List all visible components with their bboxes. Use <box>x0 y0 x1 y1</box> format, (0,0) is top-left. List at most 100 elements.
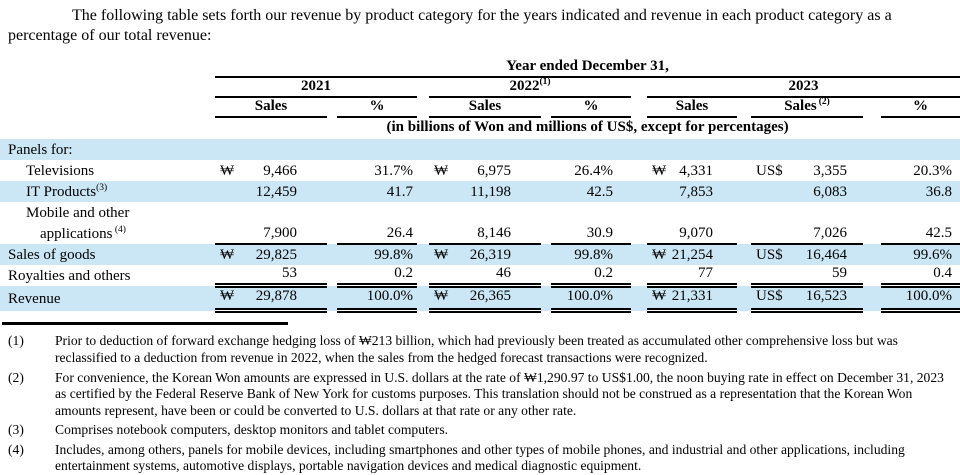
col-header-sales-2023: Sales <box>647 96 737 118</box>
usd-sign: US$ <box>756 162 783 179</box>
pct-2023-cell: 100.0% <box>881 285 960 314</box>
row-label: Sales of goods <box>0 243 215 265</box>
footnote-2: (2) For convenience, the Korean Won amou… <box>8 370 950 420</box>
pct-2023-cell: 0.4 <box>881 264 960 289</box>
sales-2022-cell: ₩6,975 <box>434 162 511 179</box>
col-header-sales-usd-2023: Sales (2) <box>751 96 863 118</box>
sales-2021-cell: 7,900 <box>215 222 327 245</box>
row-label: Royalties and others <box>8 267 131 284</box>
row-label: Mobile and other <box>26 204 130 221</box>
table-spanner: Year ended December 31, <box>215 56 960 78</box>
sales-2023-cell: 9,070 <box>647 222 737 245</box>
won-sign: ₩ <box>220 162 235 179</box>
won-sign: ₩ <box>220 246 235 263</box>
footnote-1: (1) Prior to deduction of forward exchan… <box>8 333 950 366</box>
sales-2022-cell: 46 <box>429 264 541 289</box>
footnote-number: (3) <box>8 422 24 438</box>
sales-2023-cell: 7,853 <box>647 180 737 202</box>
unit-note: (in billions of Won and millions of US$,… <box>386 118 789 135</box>
spanner-row: Year ended December 31, <box>0 56 960 78</box>
pct-2021-cell: 31.7% <box>374 162 413 179</box>
sales-usd-2023-cell: 6,083 <box>751 180 863 202</box>
table-row-applications: applications (4) 7,900 26.4 8,146 30.9 9… <box>0 222 960 245</box>
pct-2022-cell: 30.9 <box>551 222 631 245</box>
sales-2023-cell: 77 <box>647 264 737 289</box>
sales-2022-cell: 11,198 <box>429 180 541 202</box>
row-label: Panels for: <box>0 138 215 160</box>
won-sign: ₩ <box>652 162 667 179</box>
sales-2023-cell: ₩21,254 <box>647 243 737 265</box>
col-header-pct-2022: % <box>551 96 631 118</box>
year-header-2022: 2022(1) <box>429 76 631 98</box>
table-row-panels-for: Panels for: <box>0 138 960 160</box>
row-label: IT Products(3) <box>0 180 215 202</box>
row-label: Revenue <box>0 285 215 311</box>
pct-2021-cell: 100.0% <box>337 285 417 314</box>
footnote-ref: (1) <box>539 76 551 87</box>
pct-2021-cell: 41.7 <box>337 180 417 202</box>
usd-sign: US$ <box>756 288 783 305</box>
won-sign: ₩ <box>652 288 667 305</box>
usd-sign: US$ <box>756 246 783 263</box>
table-row-royalties: Royalties and others 53 0.2 46 0.2 77 59… <box>0 264 960 289</box>
footnote-number: (2) <box>8 369 24 385</box>
sales-usd-2023-cell: US$ 3,355 <box>756 162 847 179</box>
pct-2022-cell: 26.4% <box>574 162 613 179</box>
col-header-pct-2021: % <box>337 96 417 118</box>
sales-2023-cell: ₩4,331 <box>652 162 713 179</box>
footnote-number: (4) <box>8 441 24 457</box>
pct-2022-cell: 100.0% <box>551 285 631 314</box>
won-sign: ₩ <box>434 288 449 305</box>
col-header-sales-2021: Sales <box>215 96 327 118</box>
won-sign: ₩ <box>434 246 449 263</box>
row-label: Televisions <box>26 162 95 179</box>
pct-2021-cell: 99.8% <box>337 243 417 265</box>
table-row-it-products: IT Products(3) 12,459 41.7 11,198 42.5 7… <box>0 180 960 202</box>
sales-2021-cell: ₩29,878 <box>215 285 327 314</box>
pct-2022-cell: 0.2 <box>551 264 631 289</box>
pct-2023-cell: 20.3% <box>913 162 953 179</box>
footnote-ref: (4) <box>112 224 126 235</box>
pct-2021-cell: 0.2 <box>337 264 417 289</box>
row-label: applications (4) <box>40 224 126 242</box>
sales-2021-cell: ₩29,825 <box>215 243 327 265</box>
pct-2022-cell: 42.5 <box>551 180 631 202</box>
footnote-ref: (2) <box>818 96 830 107</box>
pct-2023-cell: 99.6% <box>881 243 960 265</box>
won-sign: ₩ <box>434 162 449 179</box>
sales-usd-2023-cell: US$ 16,523 <box>751 285 863 314</box>
footnote-number: (1) <box>8 333 24 349</box>
sales-2023-cell: ₩21,331 <box>647 285 737 314</box>
sales-usd-2023-cell: 59 <box>751 264 863 289</box>
pct-2023-cell: 36.8 <box>881 180 960 202</box>
year-header-row: 2021 2022(1) 2023 <box>0 76 960 98</box>
pct-2022-cell: 99.8% <box>551 243 631 265</box>
table-row-mobile-label: Mobile and other <box>0 202 960 223</box>
footnote-text: Comprises notebook computers, desktop mo… <box>55 422 449 438</box>
table-row-sales-of-goods: Sales of goods ₩29,825 99.8% ₩26,319 99.… <box>0 243 960 265</box>
revenue-by-category-table: Year ended December 31, 2021 2022(1) 202… <box>0 56 960 314</box>
footnote-ref: (3) <box>96 182 108 193</box>
sales-2021-cell: 12,459 <box>215 180 327 202</box>
sales-2021-cell: 53 <box>215 264 327 289</box>
sales-2021-cell: ₩9,466 <box>220 162 297 179</box>
col-header-sales-2022: Sales <box>429 96 541 118</box>
footnote-separator <box>2 322 288 326</box>
won-sign: ₩ <box>652 246 667 263</box>
footnote-text: Prior to deduction of forward exchange h… <box>55 333 898 366</box>
footnote-3: (3) Comprises notebook computers, deskto… <box>8 422 950 439</box>
year-header-2021: 2021 <box>215 76 417 98</box>
pct-2021-cell: 26.4 <box>337 222 417 245</box>
sales-usd-2023-cell: 7,026 <box>751 222 863 245</box>
year-header-2023: 2023 <box>647 76 960 98</box>
won-sign: ₩ <box>220 288 235 305</box>
sales-2022-cell: 8,146 <box>429 222 541 245</box>
table-row-televisions: Televisions ₩9,466 31.7% ₩6,975 26.4% ₩4… <box>0 160 960 181</box>
unit-note-row: (in billions of Won and millions of US$,… <box>0 117 960 139</box>
intro-paragraph: The following table sets forth our reven… <box>8 7 892 45</box>
footnote-text: For convenience, the Korean Won amounts … <box>55 369 944 418</box>
sales-usd-2023-cell: US$ 16,464 <box>751 243 863 265</box>
footnote-4: (4) Includes, among others, panels for m… <box>8 442 950 475</box>
column-header-row: Sales % Sales % Sales Sales (2) % <box>0 96 960 118</box>
table-row-revenue: Revenue ₩29,878 100.0% ₩26,365 100.0% ₩2… <box>0 285 960 314</box>
